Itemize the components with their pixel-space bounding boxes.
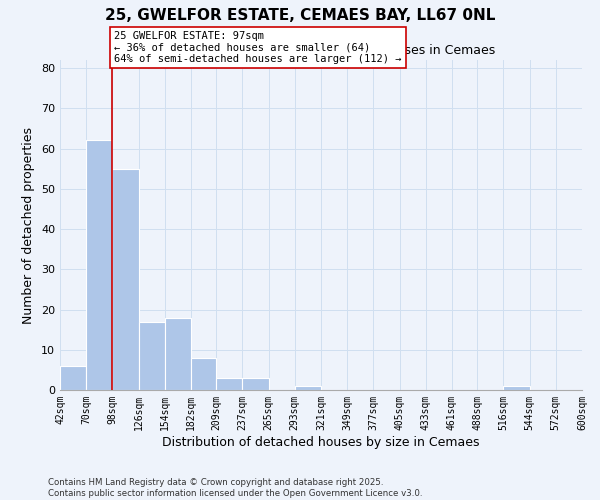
Bar — [165, 318, 191, 390]
Bar — [503, 386, 530, 390]
Bar — [216, 378, 242, 390]
Text: 25, GWELFOR ESTATE, CEMAES BAY, LL67 0NL: 25, GWELFOR ESTATE, CEMAES BAY, LL67 0NL — [105, 8, 495, 22]
Text: 25 GWELFOR ESTATE: 97sqm
← 36% of detached houses are smaller (64)
64% of semi-d: 25 GWELFOR ESTATE: 97sqm ← 36% of detach… — [114, 31, 402, 64]
Bar — [242, 378, 269, 390]
Bar — [295, 386, 321, 390]
Bar — [112, 168, 139, 390]
Bar — [60, 366, 86, 390]
Text: Contains HM Land Registry data © Crown copyright and database right 2025.
Contai: Contains HM Land Registry data © Crown c… — [48, 478, 422, 498]
Title: Size of property relative to detached houses in Cemaes: Size of property relative to detached ho… — [147, 44, 495, 58]
Bar — [86, 140, 112, 390]
Bar — [139, 322, 165, 390]
Bar — [191, 358, 216, 390]
Y-axis label: Number of detached properties: Number of detached properties — [22, 126, 35, 324]
X-axis label: Distribution of detached houses by size in Cemaes: Distribution of detached houses by size … — [162, 436, 480, 448]
